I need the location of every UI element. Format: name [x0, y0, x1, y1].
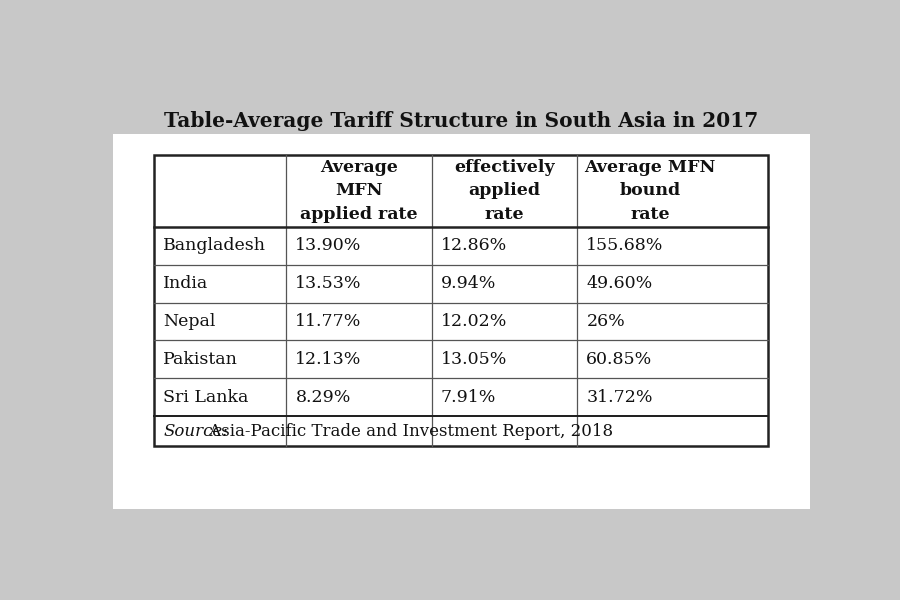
Text: 155.68%: 155.68% [586, 237, 663, 254]
Text: 12.13%: 12.13% [295, 351, 362, 368]
Text: India: India [164, 275, 209, 292]
Text: 13.53%: 13.53% [295, 275, 362, 292]
Text: Nepal: Nepal [164, 313, 216, 330]
Text: 8.29%: 8.29% [295, 389, 351, 406]
Text: 49.60%: 49.60% [586, 275, 652, 292]
Text: Average MFN
bound
rate: Average MFN bound rate [584, 159, 716, 223]
Text: Bangladesh: Bangladesh [164, 237, 266, 254]
Text: Average
MFN
applied rate: Average MFN applied rate [301, 159, 418, 223]
Text: Sri Lanka: Sri Lanka [164, 389, 248, 406]
Text: 26%: 26% [586, 313, 625, 330]
Text: Pakistan: Pakistan [164, 351, 238, 368]
Bar [155, 155, 768, 446]
Bar [112, 134, 810, 509]
Text: 12.02%: 12.02% [441, 313, 508, 330]
Text: 9.94%: 9.94% [441, 275, 496, 292]
Text: 13.90%: 13.90% [295, 237, 362, 254]
Text: Table-Average Tariff Structure in South Asia in 2017: Table-Average Tariff Structure in South … [164, 110, 759, 131]
Text: 11.77%: 11.77% [295, 313, 362, 330]
Text: 31.72%: 31.72% [586, 389, 652, 406]
Text: 60.85%: 60.85% [586, 351, 652, 368]
Text: Source:: Source: [164, 423, 229, 440]
Text: 12.86%: 12.86% [441, 237, 507, 254]
Text: 7.91%: 7.91% [441, 389, 496, 406]
Text: effectively
applied
rate: effectively applied rate [454, 159, 554, 223]
Text: Asia-Pacific Trade and Investment Report, 2018: Asia-Pacific Trade and Investment Report… [204, 423, 613, 440]
Text: 13.05%: 13.05% [441, 351, 508, 368]
